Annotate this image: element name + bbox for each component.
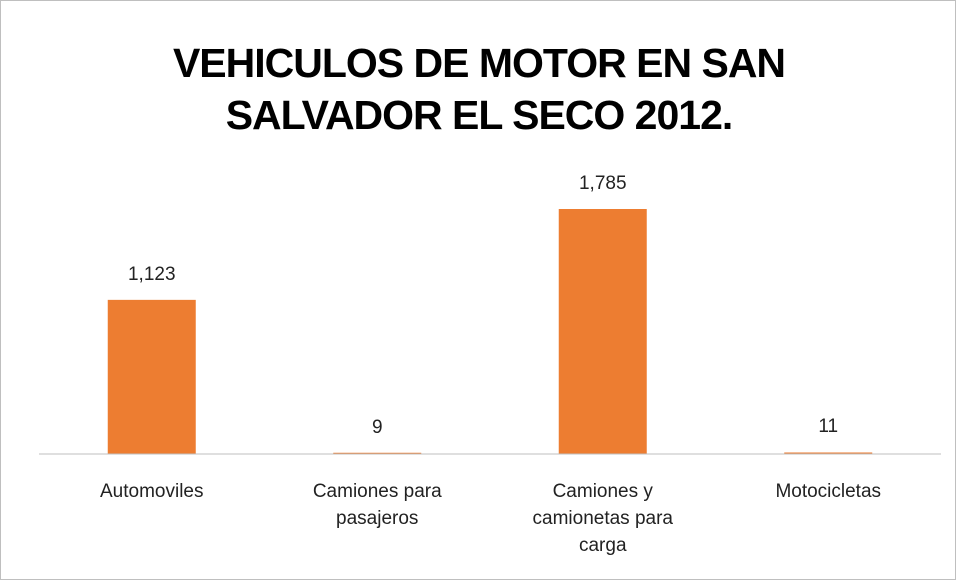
x-tick-label: Camiones y camionetas para carga xyxy=(532,481,673,556)
bar xyxy=(333,452,422,454)
bar xyxy=(107,299,196,454)
bar xyxy=(558,209,647,454)
value-label: 1,785 xyxy=(578,173,627,194)
chart-title: VEHICULOS DE MOTOR EN SAN SALVADOR EL SE… xyxy=(172,40,786,138)
x-tick-label: Automoviles xyxy=(100,481,204,502)
value-label: 11 xyxy=(818,416,839,438)
x-tick-label: Camiones para pasajeros xyxy=(312,481,442,529)
x-tick-label: Motocicletas xyxy=(775,481,882,502)
value-label: 9 xyxy=(371,416,383,438)
bar xyxy=(784,452,873,454)
value-label: 1,123 xyxy=(127,263,176,285)
